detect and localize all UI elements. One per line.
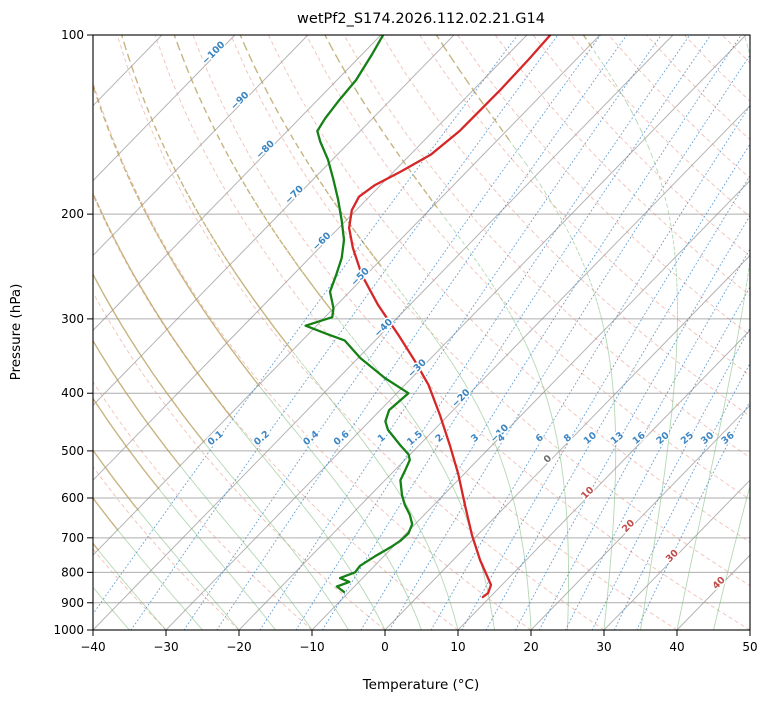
isobar-gridlines: [93, 34, 750, 631]
chart-title: wetPf2_S174.2026.112.02.21.G14: [297, 11, 545, 27]
x-tick-label: −10: [299, 640, 324, 654]
y-tick-label: 400: [61, 386, 84, 400]
x-axis: −40 −30 −20 −10 0 10 20 30 40 50: [80, 630, 758, 654]
isotherm-label: 30: [664, 547, 681, 564]
mixing-ratio-label: 2: [433, 432, 445, 445]
isotherm-label: −80: [254, 138, 277, 161]
x-tick-label: −30: [153, 640, 178, 654]
mixing-ratio-label: 1: [376, 432, 388, 445]
y-tick-label: 800: [61, 565, 84, 579]
mixing-ratio-lines: [93, 35, 750, 630]
isotherm-label: −30: [406, 357, 429, 380]
x-axis-label: Temperature (°C): [362, 677, 480, 693]
y-tick-label: 100: [61, 28, 84, 42]
y-tick-label: 200: [61, 207, 84, 221]
axes: [92, 34, 751, 631]
mixing-ratio-label: 0.6: [332, 429, 352, 448]
mixing-ratio-label: 6: [534, 432, 546, 445]
y-tick-label: 900: [61, 596, 84, 610]
isotherm-label: 40: [711, 574, 728, 591]
temperature-curve: [347, 35, 552, 599]
isotherm-label: −50: [349, 265, 372, 288]
mixing-ratio-label: 0.2: [252, 429, 272, 448]
x-tick-label: 50: [742, 640, 757, 654]
isotherm-label: −70: [283, 183, 306, 206]
x-tick-label: 30: [596, 640, 611, 654]
mixing-ratio-label: 3: [469, 432, 481, 445]
dry-adiabat-lines: [93, 35, 750, 630]
x-tick-label: 0: [381, 640, 389, 654]
chart-layers: −100−100−90−90−80−80−70−70−60−60−50−50−4…: [53, 28, 758, 654]
y-tick-label: 600: [61, 491, 84, 505]
moist-adiabat-cold-lines: [93, 35, 593, 551]
x-tick-label: 20: [523, 640, 538, 654]
isotherm-label: 0: [542, 453, 555, 466]
y-tick-label: 1000: [53, 623, 84, 637]
isotherm-label: −100: [200, 39, 228, 67]
y-tick-label: 500: [61, 444, 84, 458]
dewpoint-curve: [304, 35, 414, 594]
x-tick-label: 40: [669, 640, 684, 654]
y-tick-label: 300: [61, 312, 84, 326]
x-tick-label: 10: [450, 640, 465, 654]
isotherm-label: −40: [372, 316, 395, 339]
isotherm-label: −20: [450, 387, 473, 410]
isotherm-label: 10: [579, 484, 596, 501]
y-axis: 100 200 300 400 500 600 700 800 900 1000: [53, 28, 93, 637]
y-axis-label: Pressure (hPa): [8, 284, 24, 381]
isotherm-label: 20: [620, 517, 637, 534]
x-tick-label: −40: [80, 640, 105, 654]
moist-adiabat-lines: [93, 35, 750, 630]
x-tick-label: −20: [226, 640, 251, 654]
mixing-ratio-label: 25: [679, 430, 696, 447]
mixing-ratio-label: 36: [719, 430, 736, 447]
mixing-ratio-label: 0.1: [206, 429, 226, 448]
isotherm-label: −60: [311, 230, 334, 253]
y-tick-label: 700: [61, 531, 84, 545]
mixing-ratio-labels: 0.10.1 0.20.2 0.40.4 0.60.6 11 1.51.5 22 33 44 66…: [204, 427, 738, 449]
isotherm-label: −90: [229, 89, 252, 112]
